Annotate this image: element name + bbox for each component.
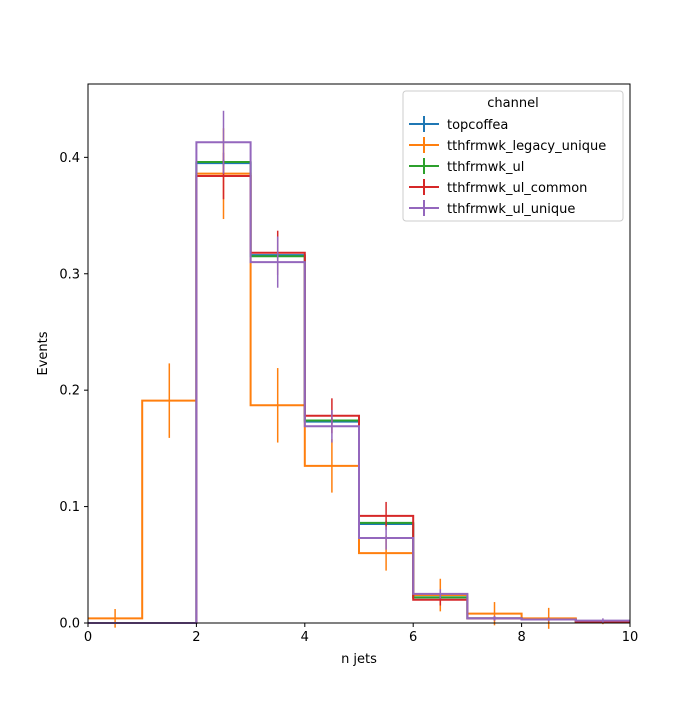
- y-tick-label: 0.2: [59, 384, 80, 399]
- plot-area: [88, 110, 630, 629]
- x-tick-label: 10: [622, 630, 639, 645]
- legend-label: topcoffea: [447, 118, 508, 133]
- legend-label: tthfrmwk_ul_unique: [447, 202, 575, 217]
- legend-item-tthfrmwk_legacy_unique: tthfrmwk_legacy_unique: [409, 137, 606, 154]
- legend-label: tthfrmwk_legacy_unique: [447, 139, 606, 154]
- legend-item-tthfrmwk_ul_unique: tthfrmwk_ul_unique: [409, 200, 575, 217]
- legend-frame: [402, 90, 624, 222]
- legend-title: channel: [487, 96, 538, 111]
- x-tick-label: 0: [84, 630, 92, 645]
- x-tick-label: 8: [517, 630, 525, 645]
- legend-label: tthfrmwk_ul: [447, 160, 524, 175]
- y-tick-label: 0.1: [59, 500, 80, 515]
- series-tthfrmwk_ul_unique: [88, 110, 630, 624]
- step-line-tthfrmwk_ul_unique: [88, 141, 630, 624]
- legend-item-tthfrmwk_ul: tthfrmwk_ul: [409, 158, 524, 175]
- axes-frame: [87, 83, 631, 624]
- x-tick-label: 2: [192, 630, 200, 645]
- legend-label: tthfrmwk_ul_common: [447, 181, 587, 196]
- y-tick-label: 0.0: [59, 617, 80, 632]
- legend-item-topcoffea: topcoffea: [409, 116, 508, 133]
- legend-item-tthfrmwk_ul_common: tthfrmwk_ul_common: [409, 179, 587, 196]
- y-axis-label: Events: [36, 331, 51, 375]
- legend: channel topcoffea tthfrmwk_legacy_uniquet…: [402, 90, 624, 222]
- y-tick-label: 0.3: [59, 267, 80, 282]
- x-tick-label: 6: [409, 630, 417, 645]
- x-tick-label: 4: [301, 630, 309, 645]
- y-tick-label: 0.4: [59, 151, 80, 166]
- x-axis-label: n jets: [341, 652, 377, 667]
- axes: 0 2 4 6 8 10 0.0 0.1 0.2 0.3 0.4: [59, 83, 639, 645]
